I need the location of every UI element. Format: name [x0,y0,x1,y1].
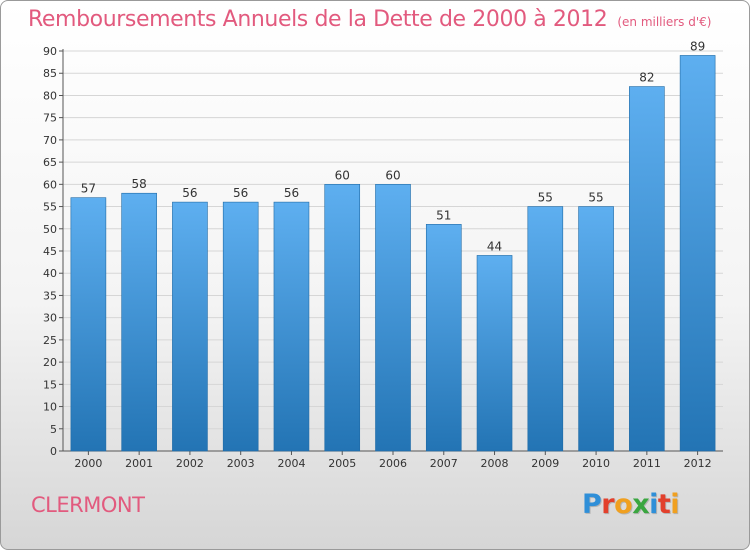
x-tick-label: 2007 [430,457,458,470]
y-tick-label: 10 [43,401,57,414]
y-tick-label: 50 [43,223,57,236]
x-tick-label: 2000 [74,457,102,470]
bar-value-label: 51 [436,208,451,222]
city-name: CLERMONT [31,493,145,517]
bar [70,197,107,452]
x-tick-label: 2010 [582,457,610,470]
y-tick-label: 75 [43,112,57,125]
bar-value-label: 56 [284,186,299,200]
bar [578,206,614,452]
x-tick-label: 2009 [531,457,559,470]
y-tick-label: 40 [43,267,57,280]
bar-value-label: 57 [81,182,96,196]
x-tick-label: 2001 [125,457,153,470]
unit-note: (en milliers d'€) [617,15,712,29]
chart-title-block: Remboursements Annuels de la Dette de 20… [28,7,711,32]
y-tick-label: 20 [43,356,57,369]
y-tick-label: 45 [43,245,57,258]
bar [629,86,665,452]
x-tick-label: 2005 [328,457,356,470]
bar-value-label: 60 [385,168,400,182]
chart-title: Remboursements Annuels de la Dette de 20… [28,7,608,32]
x-tick-label: 2004 [277,457,305,470]
logo-letter: P [582,489,602,520]
bar-value-label: 89 [690,39,705,53]
y-tick-label: 15 [43,378,57,391]
y-tick-label: 85 [43,67,57,80]
y-tick-label: 90 [43,45,57,58]
bar-value-label: 56 [233,186,248,200]
data-labels: 57 58 56 56 56 60 60 51 44 55 55 82 89 [81,39,706,253]
y-tick-label: 35 [43,289,57,302]
y-tick-label: 30 [43,312,57,325]
y-tick-label: 5 [50,423,57,436]
bar [425,224,462,452]
bar [324,184,361,452]
x-tick-label: 2006 [379,457,407,470]
y-tick-label: 70 [43,134,57,147]
bar [222,201,259,452]
y-tick-label: 65 [43,156,57,169]
bar-value-label: 56 [182,186,197,200]
bar [121,192,157,452]
y-tick-label: 55 [43,201,57,214]
logo-letter: t [657,489,671,520]
y-tick-label: 80 [43,89,57,102]
bar [476,255,513,452]
y-tick-label: 60 [43,178,57,191]
x-tick-label: 2008 [481,457,509,470]
bar-value-label: 60 [335,168,350,182]
x-tick-label: 2011 [633,457,661,470]
logo-letter: i [649,489,658,520]
y-tick-label: 0 [50,445,57,458]
x-tick-label: 2003 [227,457,255,470]
x-tick-label: 2002 [176,457,204,470]
bar [172,201,208,452]
bar-value-label: 55 [588,191,603,205]
bar-value-label: 82 [639,71,654,85]
bar [375,184,411,452]
proxiti-logo: Proxiti [582,489,680,520]
bar [679,55,716,452]
bars [70,55,716,452]
logo-letter: r [601,489,615,520]
y-tick-label: 25 [43,334,57,347]
logo-letter: o [614,489,633,520]
bar [527,206,564,452]
bar-value-label: 58 [132,177,147,191]
bar-value-label: 55 [538,191,553,205]
x-tick-label: 2012 [684,457,712,470]
bar-value-label: 44 [487,239,502,253]
logo-letter: i [670,489,680,520]
bar [273,201,310,452]
logo-letter: x [632,489,650,520]
